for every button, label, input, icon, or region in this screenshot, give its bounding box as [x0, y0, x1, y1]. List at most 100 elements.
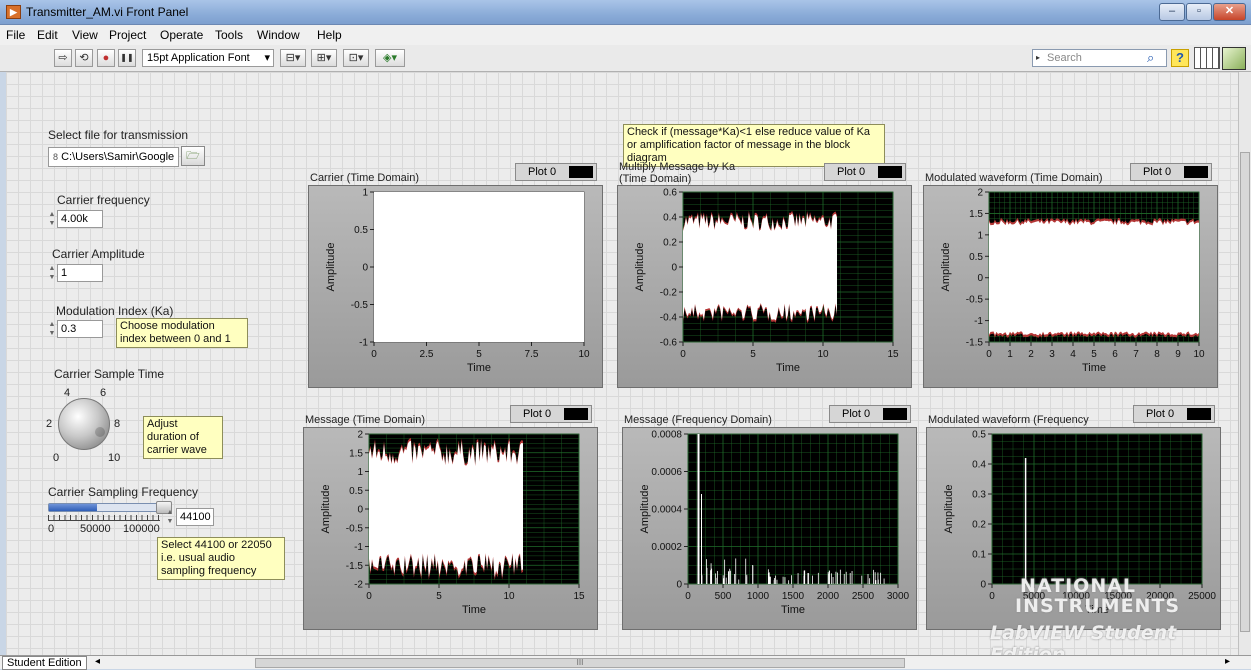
knob-tick-10: 10	[108, 452, 121, 464]
watermark-line1: NATIONAL	[1020, 575, 1137, 597]
menu-file[interactable]: File	[6, 28, 26, 42]
plot-legend[interactable]: Plot 0	[824, 163, 906, 181]
toolbar: ⇨ ⟲ ● ❚❚ 15pt Application Font ▾ ⊟▾ ⊞▾ ⊡▾…	[0, 45, 1251, 72]
ni-watermark-logo: NATIONAL INSTRUMENTS LabVIEW Student Edi…	[985, 575, 1235, 666]
message-freq-plot-area[interactable]: 0 500 1000 1500 2000 2500 3000 0.0008 0.0006 0.00…	[622, 427, 917, 630]
slider-thumb[interactable]	[156, 501, 172, 514]
path-prefix: 8	[53, 152, 59, 162]
search-icon[interactable]: ⌕	[1147, 50, 1155, 65]
modulated-plot-area[interactable]: 0 1 2 3 4 5 6 7 8 9 10 2 1.5 1 0.5 0 -0.5 -1 -1.5 Time Ampli…	[923, 185, 1218, 388]
carrier-frequency-stepper[interactable]: ▲ ▼	[48, 211, 56, 227]
x-tick-label: 2	[1028, 349, 1034, 360]
message-plot-area[interactable]: 0 5 10 15 2 1.5 1 0.5 0 -0.5 -1 -1.5 -2 Time Amplitude	[303, 427, 598, 630]
x-tick-label: 8	[1154, 349, 1160, 360]
y-tick-label: 0	[980, 580, 986, 591]
y-tick-label: 0	[977, 273, 983, 284]
vi-icon[interactable]	[1222, 47, 1246, 70]
x-tick-label: 10	[578, 349, 590, 360]
y-tick-label: 0.5	[354, 225, 368, 236]
plot-legend[interactable]: Plot 0	[510, 405, 592, 423]
maximize-button[interactable]: ▫	[1186, 3, 1212, 21]
close-button[interactable]: ✕	[1213, 3, 1246, 21]
modulated-freq-plot-area[interactable]: 0 5000 10000 15000 20000 25000 0.5 0.4 0.3 0.2 0.1…	[926, 427, 1221, 630]
x-tick-label: 5	[750, 349, 756, 360]
carrier-amplitude-input[interactable]: 1	[57, 264, 103, 282]
sampling-frequency-slider[interactable]	[48, 503, 158, 512]
menu-window[interactable]: Window	[257, 28, 300, 42]
plot-legend[interactable]: Plot 0	[829, 405, 911, 423]
x-axis-label: Time	[1082, 362, 1106, 374]
pause-icon[interactable]: ❚❚	[118, 49, 136, 67]
carrier-amplitude-stepper[interactable]: ▲ ▼	[48, 265, 56, 281]
slider-scale-50000: 50000	[80, 523, 111, 535]
y-axis-label: Amplitude	[639, 485, 651, 534]
x-tick-label: 3	[1049, 349, 1055, 360]
x-tick-label: 7.5	[525, 349, 539, 360]
minimize-button[interactable]: –	[1159, 3, 1185, 21]
sample-time-knob[interactable]	[58, 398, 110, 450]
sampling-frequency-stepper[interactable]: ▲ ▼	[166, 509, 174, 525]
menu-operate[interactable]: Operate	[160, 28, 204, 42]
menu-edit[interactable]: Edit	[37, 28, 58, 42]
vertical-scrollbar[interactable]	[1238, 72, 1251, 655]
scroll-right-icon[interactable]: ▸	[1225, 656, 1231, 667]
run-continuously-icon[interactable]: ⟲	[75, 49, 93, 67]
y-tick-label: 0	[676, 580, 682, 591]
browse-folder-button[interactable]: 🗁	[181, 146, 205, 166]
connector-pane-icon[interactable]	[1194, 47, 1220, 69]
menu-help[interactable]: Help	[317, 28, 342, 42]
y-tick-label: -1	[359, 338, 368, 349]
legend-label: Plot 0	[842, 408, 871, 420]
vertical-scroll-thumb[interactable]	[1240, 152, 1250, 632]
x-tick-label: 20000	[1146, 591, 1174, 602]
x-tick-label: 2.5	[420, 349, 434, 360]
align-objects-icon[interactable]: ⊟▾	[280, 49, 306, 67]
y-tick-label: 0	[362, 263, 368, 274]
x-tick-label: 5	[1091, 349, 1097, 360]
plot-legend[interactable]: Plot 0	[1130, 163, 1212, 181]
menu-view[interactable]: View	[72, 28, 98, 42]
legend-label: Plot 0	[523, 408, 552, 420]
file-path-input[interactable]: 8 C:\Users\Samir\Google	[48, 147, 179, 167]
help-icon[interactable]: ?	[1171, 49, 1189, 67]
menu-project[interactable]: Project	[109, 28, 147, 42]
y-tick-label: -0.4	[660, 313, 678, 324]
carrier-plot-area[interactable]: 0 2.5 5 7.5 10 1 0.5 0 -0.5 -1 Time Amplitude	[308, 185, 603, 388]
x-tick-label: 500	[715, 591, 732, 602]
x-tick-label: 9	[1175, 349, 1181, 360]
run-arrow-icon[interactable]: ⇨	[54, 49, 72, 67]
modulation-index-stepper[interactable]: ▲ ▼	[48, 321, 56, 337]
resize-objects-icon[interactable]: ⊡▾	[343, 49, 369, 67]
message-time-graph: Message (Time Domain) Plot 0 0 5 10 15 2 1.5 1…	[303, 405, 598, 630]
y-tick-label: 0.0008	[651, 430, 682, 441]
edition-tab[interactable]: Student Edition	[2, 656, 87, 670]
x-tick-label: 5	[476, 349, 482, 360]
y-tick-label: 0	[357, 505, 363, 516]
horizontal-scroll-thumb[interactable]: III	[255, 658, 905, 668]
font-select[interactable]: 15pt Application Font ▾	[142, 49, 274, 67]
knob-pointer	[95, 427, 105, 437]
plot-style-icon	[883, 408, 907, 420]
plot-legend[interactable]: Plot 0	[1133, 405, 1215, 423]
legend-label: Plot 0	[1146, 408, 1175, 420]
plot-legend[interactable]: Plot 0	[515, 163, 597, 181]
multiply-plot-area[interactable]: 0 5 10 15 0.6 0.4 0.2 0 -0.2 -0.4 -0.6 Time Amplitud…	[617, 185, 912, 388]
abort-icon[interactable]: ●	[97, 49, 115, 67]
x-tick-label: 4	[1070, 349, 1076, 360]
x-axis-label: Time	[462, 604, 486, 616]
carrier-frequency-input[interactable]: 4.00k	[57, 210, 103, 228]
graph-title: Message (Time Domain)	[305, 414, 426, 426]
search-input[interactable]: ▸ Search	[1032, 49, 1167, 67]
file-label: Select file for transmission	[48, 128, 189, 142]
message-frequency-graph: Message (Frequency Domain) Plot 0 0 500 10…	[622, 405, 917, 630]
sampling-frequency-input[interactable]: 44100	[176, 508, 214, 526]
scroll-left-icon[interactable]: ◂	[95, 656, 101, 667]
x-tick-label: 15000	[1104, 591, 1132, 602]
menu-tools[interactable]: Tools	[215, 28, 244, 42]
y-axis-label: Amplitude	[943, 485, 955, 534]
distribute-objects-icon[interactable]: ⊞▾	[311, 49, 337, 67]
reorder-icon[interactable]: ◈▾	[375, 49, 405, 67]
y-tick-label: 0.1	[972, 550, 986, 561]
signal-core	[989, 226, 1199, 332]
modulation-index-input[interactable]: 0.3	[57, 320, 103, 338]
